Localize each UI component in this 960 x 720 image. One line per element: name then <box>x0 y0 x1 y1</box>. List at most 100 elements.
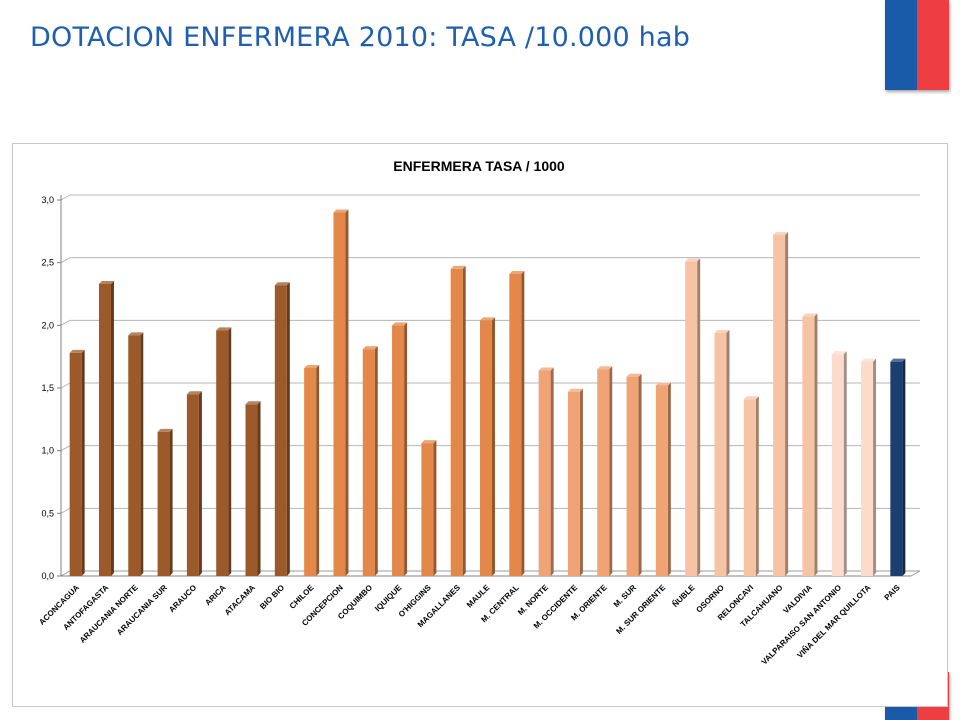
y-tick-label: 0,5 <box>41 508 54 518</box>
floor-edge-left <box>60 570 71 577</box>
flag-blue-stripe <box>885 0 917 90</box>
bar-top <box>861 358 877 362</box>
bar-top <box>157 428 173 432</box>
bar-top <box>743 396 759 400</box>
x-tick-label: ÑUBLE <box>671 583 697 609</box>
bar-side <box>726 329 730 576</box>
slide-title: DOTACION ENFERMERA 2010: TASA /10.000 ha… <box>30 22 691 53</box>
y-tick-label: 2,0 <box>41 320 54 330</box>
bar-top <box>802 313 818 317</box>
y-tick-label: 2,5 <box>41 258 54 268</box>
bar-side <box>433 440 437 576</box>
flag-red-stripe <box>917 0 949 90</box>
bar-top <box>509 270 525 274</box>
bar-side <box>110 280 114 576</box>
gridline-depth <box>60 445 71 452</box>
bar <box>538 370 551 576</box>
bar <box>157 431 170 576</box>
bar <box>890 361 903 576</box>
x-tick-label: IQUIQUE <box>373 583 404 614</box>
bar-side <box>257 401 261 576</box>
bar <box>128 335 141 576</box>
gridline-depth <box>60 319 71 326</box>
x-tick-label: PAIS <box>883 583 903 603</box>
flag-logo <box>885 0 949 90</box>
x-tick-label: M. SUR ORIENTE <box>614 583 667 636</box>
y-tick-label: 0,0 <box>41 571 54 581</box>
bar-side <box>843 351 847 576</box>
bar <box>655 385 668 576</box>
bar-top <box>245 401 261 405</box>
bar-side <box>140 332 144 576</box>
bar-side <box>316 364 320 576</box>
bar-top <box>890 358 906 362</box>
x-tick-label: BIO BIO <box>258 583 286 611</box>
bar <box>392 325 405 576</box>
bar-side <box>228 327 232 576</box>
x-tick-label: MAULE <box>465 583 492 610</box>
floor-edge-right <box>910 570 921 577</box>
bar-top <box>450 265 466 269</box>
gridline-depth <box>60 382 71 389</box>
bar <box>98 283 111 576</box>
bar <box>186 394 199 576</box>
bar <box>69 352 82 576</box>
bar-top <box>773 232 789 236</box>
x-tick-label: CHILOE <box>288 583 316 611</box>
bar <box>743 399 756 576</box>
bar <box>362 349 375 576</box>
bar-top <box>186 391 202 395</box>
bar-side <box>198 391 202 576</box>
chart-title: ENFERMERA TASA / 1000 <box>393 158 565 174</box>
bar-top <box>421 440 437 444</box>
bar-top <box>538 367 554 371</box>
bar-top <box>480 317 495 321</box>
bar-side <box>492 317 495 576</box>
bar-top <box>685 258 701 262</box>
bar <box>274 285 287 576</box>
bar-top <box>69 349 85 353</box>
bar-side <box>638 373 642 576</box>
bar-side <box>667 382 671 576</box>
bar-top <box>362 346 378 350</box>
bar-side <box>521 270 525 576</box>
bar-side <box>873 358 877 576</box>
gridline-depth <box>60 507 71 514</box>
bar-side <box>81 349 85 576</box>
bar-top <box>274 282 290 286</box>
bar-side <box>902 358 906 576</box>
bar <box>597 369 610 576</box>
bar <box>567 391 580 576</box>
bar <box>626 376 639 576</box>
bar <box>421 443 434 576</box>
gridline-depth <box>60 257 71 264</box>
bar-side <box>169 428 173 576</box>
bar-top <box>128 332 144 336</box>
y-tick-label: 1,5 <box>41 383 54 393</box>
bar-side <box>462 265 466 576</box>
bar <box>216 330 229 576</box>
bar-top <box>98 280 114 284</box>
bar <box>773 235 786 576</box>
bar-side <box>550 367 554 576</box>
bar-side <box>404 322 408 576</box>
gridline-depth <box>60 194 71 201</box>
bar <box>861 361 874 576</box>
bar <box>509 273 522 576</box>
bar-top <box>567 388 583 392</box>
bar <box>450 268 463 576</box>
bar-chart: ENFERMERA TASA / 1000 0,0 0,5 1,0 1,5 2,0 2,5… <box>37 158 921 667</box>
chart-container: ENFERMERA TASA / 1000 0,0 0,5 1,0 1,5 2,0 2,5… <box>12 143 948 707</box>
x-tick-label: ARAUCO <box>167 583 198 614</box>
bar-side <box>814 313 818 576</box>
bar-top <box>655 382 671 386</box>
bar-top <box>304 364 320 368</box>
x-tick-label: ATACAMA <box>223 583 257 617</box>
bar-top <box>392 322 408 326</box>
bar-top <box>626 373 642 377</box>
bar-top <box>216 327 232 331</box>
bar-side <box>609 366 613 576</box>
bar <box>245 404 258 576</box>
bar-side <box>345 209 349 576</box>
y-tick-label: 3,0 <box>41 195 54 205</box>
